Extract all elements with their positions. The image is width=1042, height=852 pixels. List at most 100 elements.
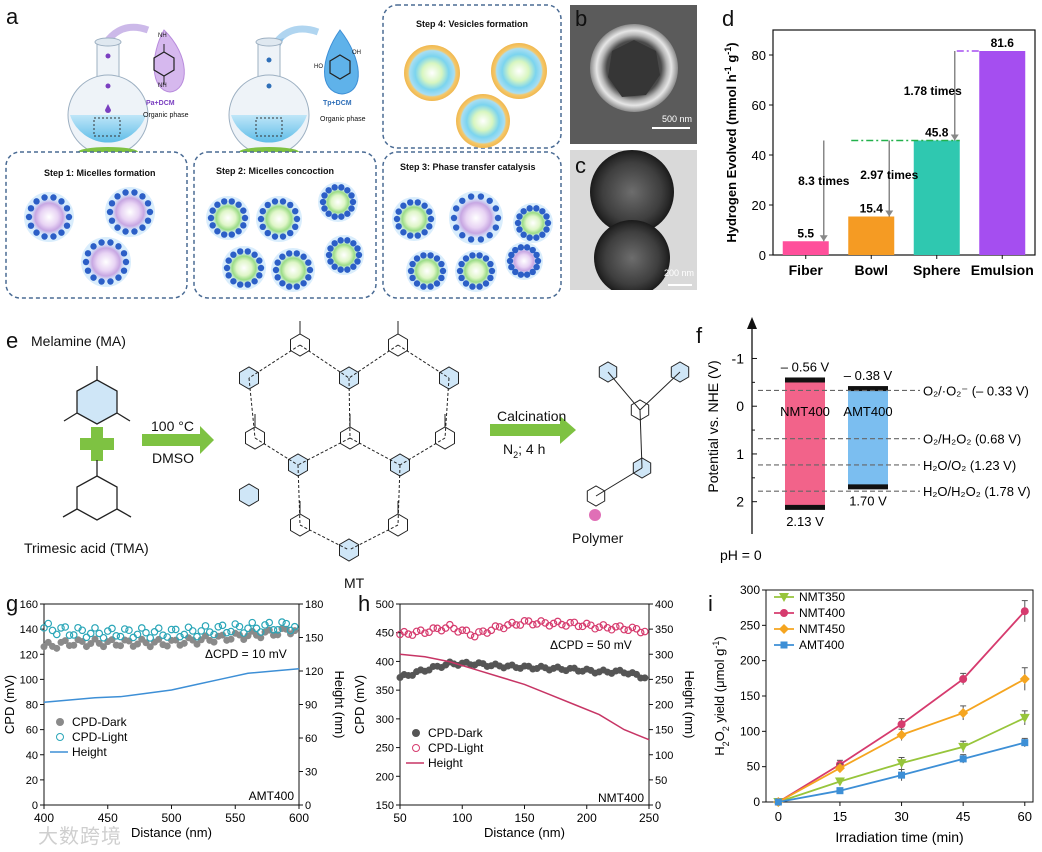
micelle-head [90,243,97,250]
micelle-head [520,208,527,215]
micelle-head [209,222,216,229]
micelle-head [355,251,363,259]
y2-tick-label: 0 [305,800,311,812]
cpd-light-point [566,618,574,627]
micelle-core [110,192,150,232]
micelle-head [108,200,116,207]
micelle-head [286,283,293,290]
cpd-light-point [82,633,91,642]
point-amt400 [898,771,906,779]
micelle-head [306,266,314,274]
x-tick-label: 150 [514,811,534,825]
cpd-light-point [512,621,521,629]
micelle-head [259,223,266,231]
micelle-core [411,255,443,287]
micelles [24,182,553,292]
cpd-light-point [261,621,269,629]
micelle-head [421,229,428,236]
cpd-light-point [487,626,496,635]
micelle-head [421,202,428,209]
point-nmt350 [896,759,907,769]
cpd-dark-point [61,637,69,645]
point-nmt350 [958,742,969,752]
micelle-head [529,268,536,276]
legend-height-label: Height [428,756,463,770]
cpd-light-point [193,632,201,641]
legend-label: NMT400 [799,606,845,620]
micelle-head [106,208,114,216]
ring [245,426,265,450]
micelle-head [426,208,433,215]
micelle-head [487,274,494,282]
micelle-head [344,266,351,273]
micelle-head [533,234,540,241]
micelle-head [427,252,434,259]
micelle-head [41,233,48,240]
micelle-head [240,207,247,214]
cpd-light-point [421,629,429,637]
micelle-head [230,251,237,258]
plot-frame [43,603,300,806]
h-bond [348,377,351,439]
micelle-core [397,202,431,236]
micelle-head [256,257,263,264]
micelle-head [50,233,57,240]
cpd-light-point [69,631,78,639]
y-axis-label: H2O2 yield (μmol g-1) [711,636,731,755]
micelle-head [427,283,434,290]
micelle-head [420,252,427,259]
cpd-dark-point [117,642,124,650]
micelle-head [65,213,73,221]
micelle-head [433,280,441,287]
cpd-light-point [632,624,641,633]
cpd-light-point [146,634,155,642]
micelle-head [287,229,294,237]
cpd-light-point [475,628,483,636]
cpd-light-point [278,618,286,626]
micelle-head [292,223,299,231]
cpd-light-point [180,630,189,639]
y-tick-label: 140 [20,624,38,636]
step-1-title: Step 1: Micelles formation [44,168,156,178]
micelle-head [321,192,328,199]
micelle-head [427,215,435,223]
y2-tick-label: 50 [655,775,667,787]
cpd-light-point [545,622,554,630]
cpd-light-point [171,625,180,634]
cpd-light-point [616,622,624,630]
micelle-head [400,202,407,209]
condition-temp: 100 °C [151,418,194,434]
micelle-head [300,280,307,287]
cpd-dark-point [282,625,290,633]
tp-oh: OH [352,50,361,56]
cpd-light-point [458,626,467,634]
cpd-dark-point [87,640,95,648]
cpd-light-point [227,627,235,636]
cpd-light-point [462,626,471,635]
micelle-head [279,280,286,287]
cpd-light-point [454,628,462,636]
cpd-light-point [184,623,193,632]
h-bond [297,464,301,526]
micelle-head [395,223,402,230]
micelle-head [543,213,550,220]
micelle-head [33,198,40,205]
micelle-head [486,232,493,239]
cpd-dark-point [163,642,171,650]
micelle-head [354,258,361,265]
micelle-head [543,226,550,233]
micelle-head [144,217,152,224]
micelle-head [98,239,105,246]
micelle-head [526,205,533,212]
micelle-head [214,228,221,235]
cpd-light-point [163,633,172,641]
y-tick-label: 100 [20,674,38,686]
y-axis-end: ) [724,42,739,46]
cpd-light-point [252,624,261,633]
micelle-head [452,224,460,231]
micelle-head [393,215,401,223]
y2-axis-label: Height (nm) [682,671,697,739]
bar-value-label: 15.4 [860,202,884,216]
micelle-head [337,237,344,244]
micelle-head [413,280,421,287]
